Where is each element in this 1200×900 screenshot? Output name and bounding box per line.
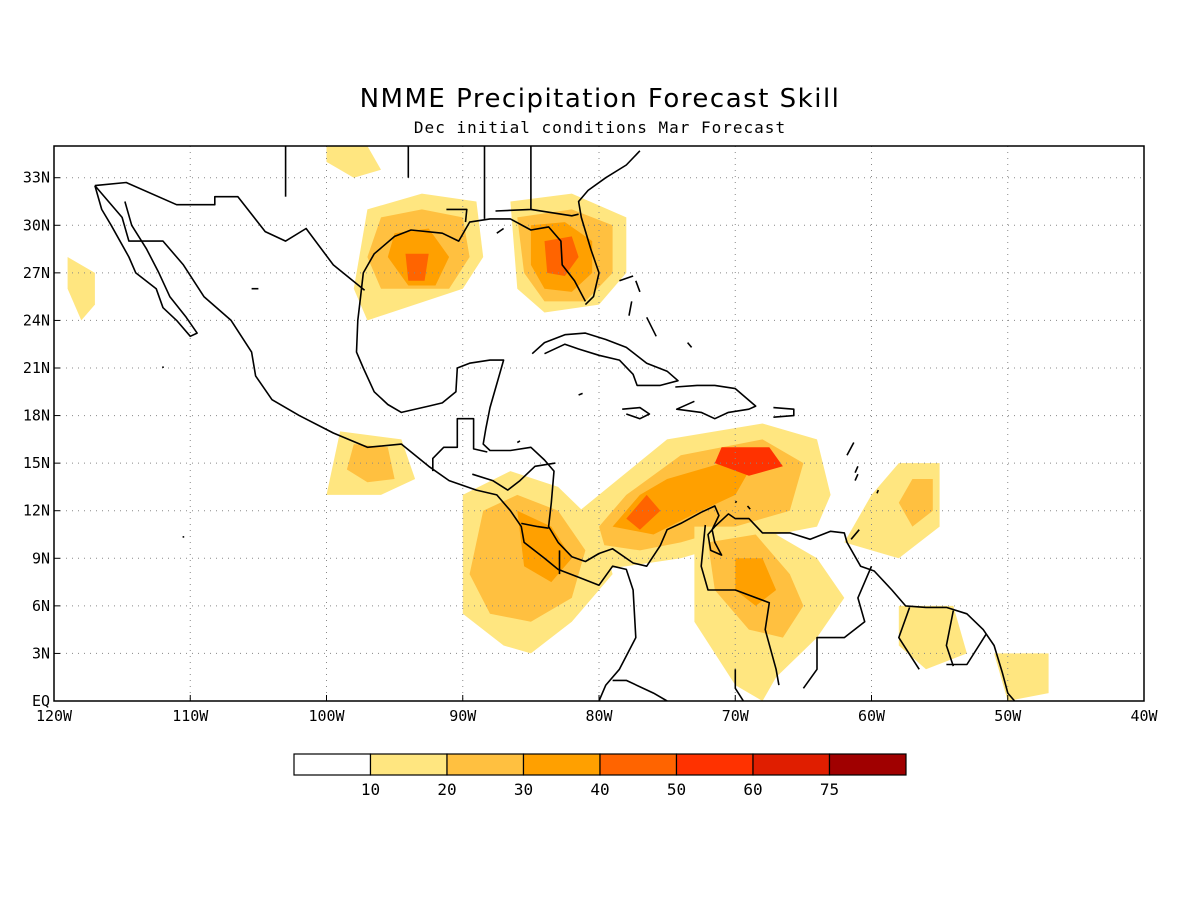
colorbar-label: 10 bbox=[361, 780, 380, 799]
island-outline bbox=[686, 342, 693, 348]
coastline-hispaniola bbox=[675, 384, 757, 420]
skill-shading-layer bbox=[67, 146, 1049, 701]
x-tick-label: 120W bbox=[36, 707, 73, 725]
coastline-us-states-6 bbox=[530, 208, 579, 217]
y-tick-label: 15N bbox=[23, 454, 50, 472]
coastline-ecuador bbox=[612, 679, 668, 701]
coastline-honduras-border bbox=[472, 462, 556, 491]
coastline-us-states-3 bbox=[446, 208, 468, 223]
coastline-mexico-pacific-coast bbox=[94, 185, 637, 701]
colorbar-swatch bbox=[599, 753, 678, 776]
colorbar-swatch bbox=[675, 753, 754, 776]
island-outline bbox=[496, 227, 505, 234]
coastline-baja-peninsula bbox=[94, 185, 198, 338]
coastline-guiana-brazil bbox=[946, 633, 987, 666]
coastline-colombia-venezuela bbox=[700, 524, 780, 686]
island-outline bbox=[734, 500, 738, 504]
colorbar-swatch bbox=[293, 753, 372, 776]
x-tick-label: 50W bbox=[994, 707, 1022, 725]
coastline-puerto-rico bbox=[773, 406, 795, 418]
coastline-jamaica bbox=[622, 406, 651, 420]
colorbar-label: 30 bbox=[514, 780, 533, 799]
x-tick-label: 90W bbox=[449, 707, 477, 725]
coastline-nicaragua-costarica bbox=[521, 522, 549, 529]
coastline-gulf-coast bbox=[577, 150, 641, 306]
skill-region-gulf-west-level-4 bbox=[405, 253, 429, 281]
skill-region-central-caribbean-level-5 bbox=[714, 447, 783, 476]
y-tick-label: 24N bbox=[23, 311, 50, 329]
coastline-gulf-coast-north bbox=[355, 218, 1016, 701]
axis-labels-layer: 120W 110W 100W 90W 80W 70W 60W 50W 40W EQ 3N 6N 9N 12… bbox=[23, 169, 1159, 725]
island-outline bbox=[846, 442, 855, 456]
y-tick-label: 6N bbox=[32, 597, 50, 615]
island-outline bbox=[619, 275, 634, 282]
y-tick-label: 9N bbox=[32, 549, 50, 567]
coastline-colombia-brazil bbox=[734, 669, 745, 701]
island-outline bbox=[516, 440, 521, 444]
island-outline bbox=[746, 505, 751, 510]
y-tick-label: EQ bbox=[32, 692, 50, 710]
island-outline bbox=[578, 392, 583, 396]
colorbar-swatch bbox=[752, 753, 831, 776]
skill-region-guianas-level-1 bbox=[898, 605, 967, 670]
x-tick-label: 70W bbox=[722, 707, 750, 725]
coastline-mexico-interior-border bbox=[94, 181, 366, 291]
colorbar-label: 40 bbox=[590, 780, 609, 799]
colorbar-swatch bbox=[369, 753, 448, 776]
x-tick-label: 60W bbox=[858, 707, 886, 725]
skill-region-atlantic-east-level-2 bbox=[898, 479, 933, 527]
skill-region-central-america-level-3 bbox=[517, 510, 572, 583]
colorbar-label: 60 bbox=[743, 780, 762, 799]
skill-region-central-caribbean-level-4 bbox=[626, 494, 661, 530]
y-tick-label: 12N bbox=[23, 502, 50, 520]
coastline-suriname-guiana bbox=[945, 610, 955, 667]
y-tick-label: 27N bbox=[23, 264, 50, 282]
skill-region-baja-level-1 bbox=[67, 257, 95, 321]
coastline-guatemala-border bbox=[431, 417, 488, 472]
colorbar-swatch bbox=[446, 753, 525, 776]
coastline-cuba bbox=[531, 332, 679, 387]
coastline-venezuela-guyana bbox=[802, 565, 873, 689]
y-tick-label: 18N bbox=[23, 407, 50, 425]
island-outline bbox=[850, 529, 860, 540]
island-outline bbox=[876, 489, 880, 494]
island-outline bbox=[628, 301, 633, 316]
chart-title: NMME Precipitation Forecast Skill bbox=[359, 84, 841, 114]
island-outline bbox=[854, 465, 859, 474]
island-outline bbox=[635, 280, 641, 293]
x-tick-label: 100W bbox=[308, 707, 345, 725]
island-outline bbox=[854, 473, 859, 481]
x-tick-label: 40W bbox=[1130, 707, 1158, 725]
colorbar: 10 20 30 40 50 60 75 bbox=[293, 753, 907, 799]
y-tick-label: 30N bbox=[23, 216, 50, 234]
chart-subtitle: Dec initial conditions Mar Forecast bbox=[413, 118, 787, 137]
colorbar-label: 20 bbox=[437, 780, 456, 799]
colorbar-swatch bbox=[828, 753, 907, 776]
skill-region-pacific-mexico-level-2 bbox=[346, 444, 395, 483]
y-tick-label: 33N bbox=[23, 169, 50, 187]
colorbar-label: 50 bbox=[667, 780, 686, 799]
colorbar-label: 75 bbox=[820, 780, 839, 799]
skill-region-amazon-mouth-level-1 bbox=[994, 653, 1049, 701]
colorbar-swatch bbox=[522, 753, 601, 776]
skill-region-texas-north-level-1 bbox=[326, 146, 381, 178]
grid-layer bbox=[54, 146, 1144, 701]
x-tick-label: 80W bbox=[585, 707, 613, 725]
coastline-layer bbox=[94, 146, 1016, 701]
x-tick-label: 110W bbox=[172, 707, 209, 725]
y-tick-label: 3N bbox=[32, 644, 50, 662]
island-outline bbox=[645, 316, 657, 337]
y-tick-label: 21N bbox=[23, 359, 50, 377]
coastline-guyana-suriname bbox=[897, 607, 920, 670]
